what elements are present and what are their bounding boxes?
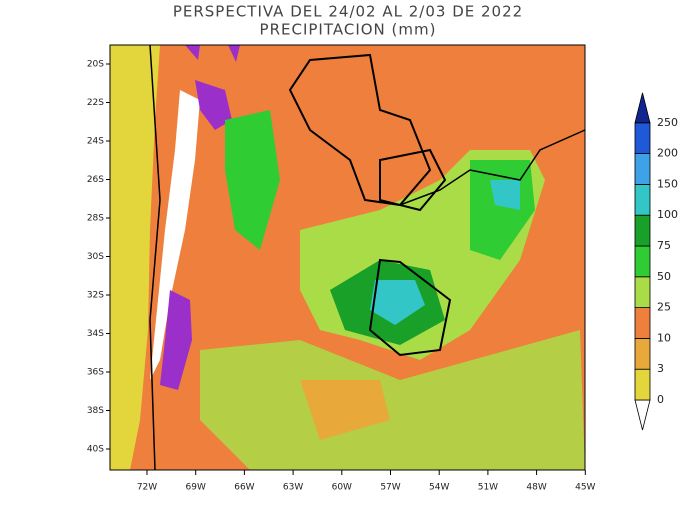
- lat-label: 40S: [87, 445, 104, 455]
- lat-label: 28S: [87, 214, 104, 224]
- colorbar-bin: [634, 368, 651, 401]
- colorbar-above: [634, 92, 651, 124]
- field: [225, 110, 280, 250]
- colorbar-label: 150: [657, 177, 678, 190]
- lon-label: 57W: [380, 483, 400, 493]
- field: [150, 90, 200, 380]
- field: [200, 330, 585, 470]
- lat-label: 30S: [87, 252, 104, 262]
- lon-axis: 72W 69W 66W 63W 60W 57W 54W 51W 48W 45W: [137, 470, 596, 493]
- lon-label: 66W: [234, 483, 254, 493]
- lat-label: 38S: [87, 406, 104, 416]
- field: [370, 280, 425, 325]
- colorbar-bin: [634, 337, 651, 370]
- lat-label: 34S: [87, 329, 104, 339]
- lon-label: 60W: [332, 483, 352, 493]
- colorbar-bin: [634, 276, 651, 308]
- lat-label: 32S: [87, 291, 104, 301]
- lat-label: 24S: [87, 137, 104, 147]
- colorbar: 0 3 10 25 50 75 100 150 200 250: [634, 92, 678, 431]
- lon-label: 72W: [137, 483, 157, 493]
- field: [110, 45, 160, 470]
- colorbar-bin: [634, 245, 651, 278]
- colorbar-label: 0: [657, 393, 664, 406]
- colorbar-label: 10: [657, 331, 671, 344]
- colorbar-label: 250: [657, 116, 678, 129]
- lon-label: 48W: [526, 483, 546, 493]
- colorbar-label: 200: [657, 147, 678, 160]
- lon-label: 54W: [429, 483, 449, 493]
- colorbar-bin: [634, 183, 651, 216]
- colorbar-bin: [634, 214, 651, 247]
- field: [185, 45, 240, 62]
- colorbar-label: 75: [657, 239, 671, 252]
- colorbar-label: 50: [657, 270, 671, 283]
- colorbar-label: 25: [657, 301, 671, 314]
- lon-label: 69W: [186, 483, 206, 493]
- lon-label: 63W: [283, 483, 303, 493]
- lon-label: 45W: [575, 483, 595, 493]
- lat-label: 26S: [87, 175, 104, 185]
- colorbar-bin: [634, 122, 651, 155]
- colorbar-bin: [634, 307, 651, 339]
- field: [160, 290, 192, 390]
- colorbar-label: 100: [657, 208, 678, 221]
- colorbar-bin: [634, 153, 651, 185]
- map-area: [109, 44, 586, 471]
- field: [490, 180, 520, 210]
- colorbar-label: 3: [657, 362, 664, 375]
- colorbar-below: [634, 399, 651, 431]
- map-frame: [109, 44, 586, 471]
- country-border: [149, 44, 586, 471]
- field: [195, 80, 232, 130]
- lat-axis: 20S 22S 24S 26S 28S 30S 32S 34S 36S 38S 40S: [87, 60, 110, 455]
- field: [300, 380, 390, 440]
- title-line: PERSPECTIVA DEL 24/02 AL 2/03 DE 2022: [173, 3, 523, 21]
- title-line: PRECIPITACION (mm): [260, 21, 437, 39]
- lat-label: 20S: [87, 60, 104, 70]
- lon-label: 51W: [478, 483, 498, 493]
- lat-label: 22S: [87, 98, 104, 108]
- lat-label: 36S: [87, 368, 104, 378]
